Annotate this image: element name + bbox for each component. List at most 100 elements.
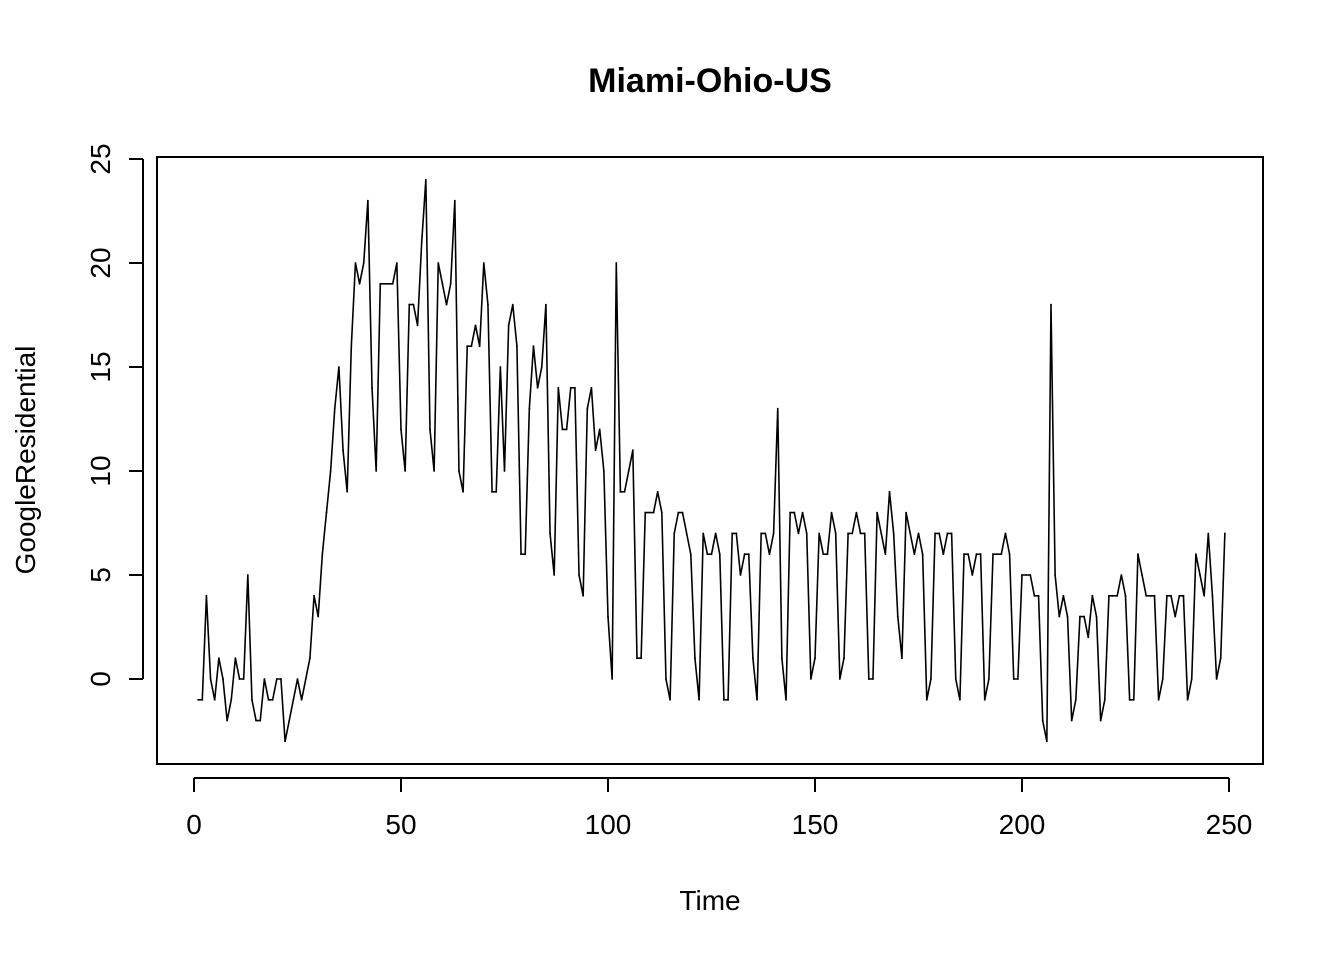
data-point (896, 615, 899, 618)
x-tick-label: 100 (585, 809, 632, 840)
data-point (1012, 678, 1015, 680)
data-point (1137, 553, 1139, 556)
data-point (917, 532, 920, 535)
data-point (863, 532, 866, 535)
data-point (1186, 698, 1189, 701)
data-point (946, 532, 949, 535)
data-point (665, 678, 667, 680)
data-point (950, 532, 953, 535)
data-point (706, 553, 709, 556)
data-point (967, 553, 970, 556)
data-point (338, 366, 340, 368)
data-point (1095, 615, 1098, 618)
data-point (1050, 303, 1052, 306)
data-point (1054, 574, 1057, 576)
y-axis-label: GoogleResidential (10, 346, 41, 575)
data-point (197, 698, 200, 701)
data-point (830, 511, 833, 514)
data-point (1041, 719, 1044, 722)
data-point (300, 698, 303, 701)
data-point (992, 553, 994, 556)
data-point (884, 553, 887, 556)
data-point (1161, 678, 1164, 680)
data-point (747, 553, 750, 556)
data-point (1211, 594, 1214, 597)
data-point (731, 532, 734, 535)
data-point (739, 574, 742, 576)
y-tick-label: 15 (85, 351, 116, 382)
data-point (764, 532, 767, 535)
data-point (768, 553, 771, 556)
data-point (292, 698, 295, 701)
data-point (834, 532, 837, 535)
data-point (594, 449, 597, 452)
data-point (354, 262, 357, 264)
data-point (1199, 574, 1201, 576)
data-points (197, 178, 1226, 743)
data-point (205, 594, 208, 597)
data-point (826, 553, 829, 556)
data-point (1108, 594, 1110, 597)
data-point (909, 532, 912, 535)
data-point (913, 553, 916, 556)
data-point (520, 553, 522, 556)
data-point (1083, 615, 1085, 618)
data-point (818, 532, 821, 535)
data-point (313, 594, 315, 597)
data-point (644, 511, 647, 514)
data-point (723, 698, 725, 701)
data-point (1153, 594, 1156, 597)
data-point (867, 678, 870, 680)
data-point (681, 511, 684, 514)
y-tick-label: 0 (85, 671, 116, 687)
data-point (503, 470, 506, 472)
data-point (843, 657, 845, 660)
data-point (545, 303, 547, 306)
data-point (905, 511, 907, 514)
data-point (524, 553, 527, 556)
data-point (1132, 698, 1135, 701)
data-point (449, 282, 452, 285)
data-point (776, 407, 779, 410)
data-point (598, 428, 601, 431)
data-point (718, 553, 721, 556)
data-point (892, 532, 895, 535)
data-point (673, 532, 676, 535)
data-point (1166, 594, 1168, 597)
data-point (346, 490, 349, 493)
data-point (429, 428, 431, 431)
data-point (1178, 594, 1181, 597)
data-point (1008, 553, 1011, 556)
data-point (963, 553, 965, 556)
data-point (934, 532, 936, 535)
y-tick-label: 20 (85, 247, 116, 278)
data-point (669, 698, 671, 701)
data-point (1116, 594, 1119, 597)
data-point (1128, 698, 1131, 701)
data-point (317, 615, 320, 618)
data-point (735, 532, 738, 535)
data-point (710, 553, 713, 556)
data-point (1062, 594, 1065, 597)
data-point (280, 678, 282, 680)
data-point (1033, 594, 1036, 597)
data-point (1037, 594, 1040, 597)
data-point (284, 740, 286, 743)
data-point (201, 698, 204, 701)
data-point (495, 490, 498, 493)
data-point (482, 262, 485, 264)
data-point (242, 678, 245, 680)
data-point (404, 470, 407, 472)
data-point (462, 490, 464, 493)
data-point (499, 366, 502, 368)
data-point (358, 282, 361, 285)
y-tick-label: 25 (85, 143, 116, 174)
data-point (441, 282, 444, 285)
data-point (921, 553, 924, 556)
series-line (198, 179, 1226, 742)
data-point (1215, 678, 1218, 680)
data-point (1141, 574, 1143, 576)
data-point (888, 490, 891, 493)
data-point (983, 698, 986, 701)
